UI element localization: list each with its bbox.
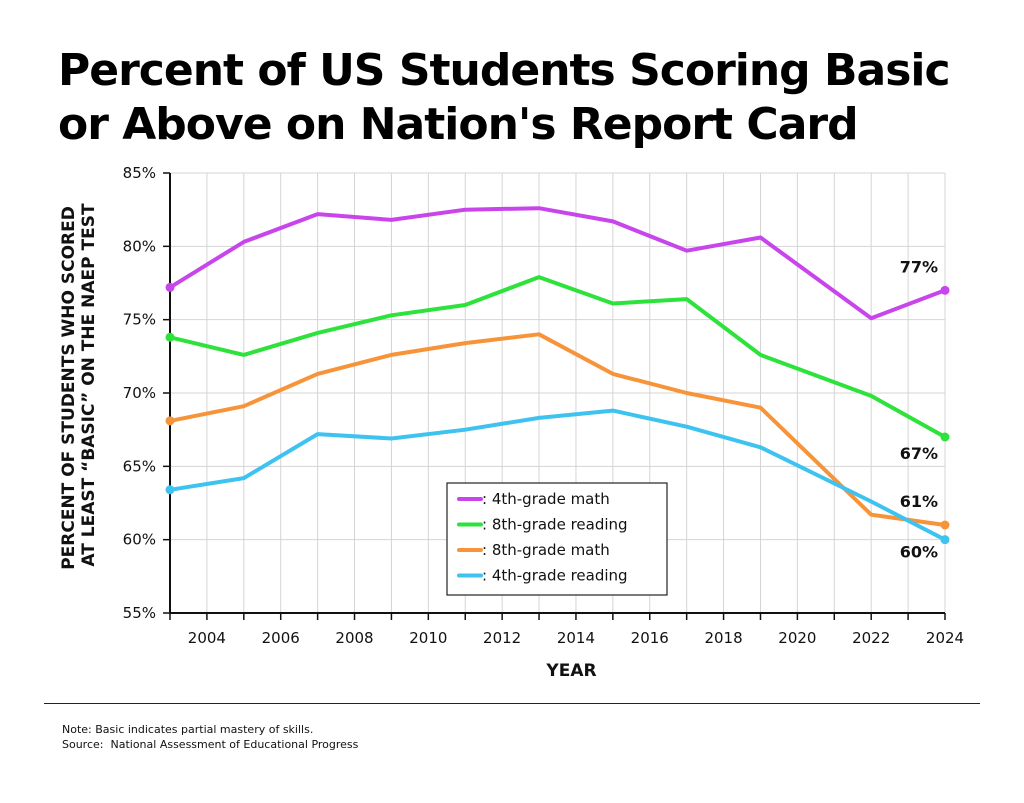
series-points xyxy=(165,282,950,545)
series-line xyxy=(168,275,947,439)
series-line xyxy=(168,408,947,542)
x-tick-label: 2008 xyxy=(335,629,373,647)
data-point xyxy=(165,282,175,292)
data-point xyxy=(940,285,950,295)
x-tick-label: 2006 xyxy=(262,629,300,647)
end-value-label: 77% xyxy=(900,257,938,276)
y-tick-label: 85% xyxy=(123,164,156,182)
x-tick-label: 2004 xyxy=(188,629,226,647)
y-tick-label: 75% xyxy=(123,311,156,329)
legend-box xyxy=(446,482,668,596)
chart-title: Percent of US Students Scoring Basic or … xyxy=(58,44,998,152)
data-point xyxy=(165,416,175,426)
data-point xyxy=(940,432,950,442)
data-point xyxy=(165,332,175,342)
x-tick-label: 2020 xyxy=(778,629,816,647)
x-tick-label: 2014 xyxy=(557,629,595,647)
line-chart: 55% 60% 65% 70% 75% 80% 85% 2004 2006 2008 2010 201… xyxy=(59,164,964,681)
y-axis-title: PERCENT OF STUDENTS WHO SCORED AT LEAST … xyxy=(59,200,99,570)
series-line xyxy=(168,206,947,321)
end-value-label: 67% xyxy=(900,444,938,463)
series-line xyxy=(168,332,947,527)
legend-entry: : 8th-grade reading xyxy=(482,516,628,534)
y-axis-title-line-1: PERCENT OF STUDENTS WHO SCORED xyxy=(59,206,79,570)
y-tick-label: 80% xyxy=(123,237,156,255)
x-tick-label: 2024 xyxy=(926,629,964,647)
end-labels: 77% 67% 61% 60% xyxy=(900,257,938,561)
data-point xyxy=(165,485,175,495)
x-tick-label: 2022 xyxy=(852,629,890,647)
y-tick-label: 55% xyxy=(123,604,156,622)
legend-entry: : 4th-grade math xyxy=(482,490,610,508)
data-point xyxy=(940,520,950,530)
data-point xyxy=(940,535,950,545)
chart-title-line-2: or Above on Nation's Report Card xyxy=(58,99,859,150)
y-tick-label: 65% xyxy=(123,457,156,475)
note-text: Note: Basic indicates partial mastery of… xyxy=(62,723,314,736)
y-tick-label: 70% xyxy=(123,384,156,402)
legend-entry: : 8th-grade math xyxy=(482,541,610,559)
legend: : 4th-grade math : 8th-grade reading : 8th… xyxy=(446,482,668,596)
end-value-label: 60% xyxy=(900,543,938,562)
y-axis-title-line-2: AT LEAST “BASIC” ON THE NAEP TEST xyxy=(79,203,99,567)
source-text: Source: National Assessment of Education… xyxy=(62,738,359,751)
x-tick-label: 2016 xyxy=(631,629,669,647)
chart-title-line-1: Percent of US Students Scoring Basic xyxy=(58,45,951,96)
x-tick-label: 2012 xyxy=(483,629,521,647)
end-value-label: 61% xyxy=(900,492,938,511)
footer-divider xyxy=(44,703,980,704)
y-tick-label: 60% xyxy=(123,531,156,549)
x-tick-label: 2018 xyxy=(704,629,742,647)
legend-entry: : 4th-grade reading xyxy=(482,567,628,585)
series-lines xyxy=(168,206,947,542)
x-axis-title: YEAR xyxy=(545,661,596,681)
axes: 55% 60% 65% 70% 75% 80% 85% 2004 2006 2008 2010 201… xyxy=(123,164,964,647)
x-tick-label: 2010 xyxy=(409,629,447,647)
footnotes: Note: Basic indicates partial mastery of… xyxy=(62,722,358,752)
